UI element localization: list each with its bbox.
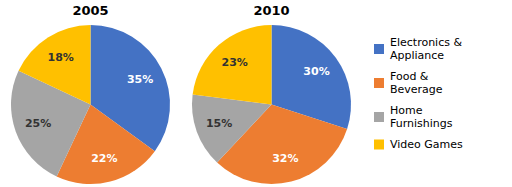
data-label: 35% [127,73,153,86]
legend-label: HomeFurnishings [390,104,453,130]
legend-label-line: Food & [390,70,429,83]
legend-label-line: Beverage [390,83,443,96]
data-label: 23% [222,56,248,69]
legend-label: Food &Beverage [390,70,443,96]
pie-slice [193,25,272,105]
legend-swatch [374,78,384,88]
legend-swatch [374,44,384,54]
pie-slice [19,25,91,105]
legend-swatch [374,140,384,150]
legend-label-line: Home [390,104,423,117]
data-label: 15% [206,117,232,130]
chart-title: 2010 [253,3,289,18]
chart-title: 2005 [72,3,108,18]
pie: 35% 22% 25% 18% [11,25,170,184]
legend-label-line: Furnishings [390,117,453,130]
pie: 30% 32% 15% 23% [192,25,351,184]
legend: Electronics &Appliance Food &Beverage Home… [374,36,463,151]
pie-slice [192,95,271,163]
data-label: 30% [303,65,329,78]
data-label: 25% [25,117,51,130]
chart: 35% 22% 25% 18% 2005 30% 32% 15% 23% 2010 Electron… [0,0,512,187]
legend-label-line: Appliance [390,49,444,62]
data-label: 22% [91,152,117,165]
legend-label: Video Games [390,138,463,151]
legend-swatch [374,112,384,122]
data-label: 32% [272,152,298,165]
legend-label-line: Video Games [390,138,463,151]
legend-label-line: Electronics & [390,36,462,49]
data-label: 18% [48,51,74,64]
legend-label: Electronics &Appliance [390,36,462,62]
